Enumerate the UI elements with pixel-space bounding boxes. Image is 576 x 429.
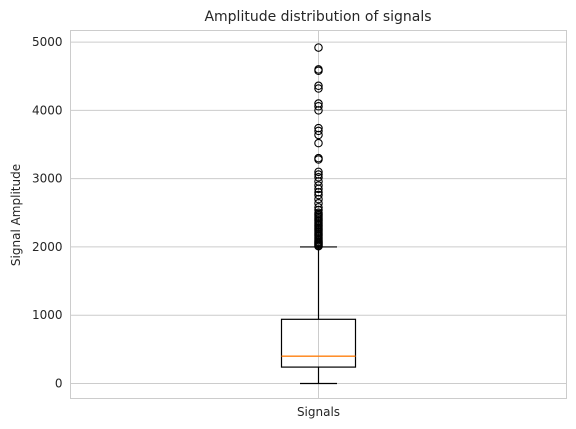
- y-tick-label: 2000: [32, 240, 63, 254]
- outlier-point: [314, 205, 323, 215]
- outlier-point: [314, 208, 323, 218]
- outlier-point: [314, 167, 323, 177]
- y-tick-label: 4000: [32, 103, 63, 117]
- outlier-point: [314, 190, 323, 200]
- x-tick-label: Signals: [297, 405, 340, 419]
- outlier-point: [314, 177, 323, 186]
- plot-frame: [70, 30, 567, 399]
- outlier-point: [314, 170, 323, 179]
- y-axis-label: Signal Amplitude: [9, 164, 23, 266]
- y-tick-label: 1000: [32, 308, 63, 322]
- outlier-point: [314, 126, 323, 136]
- outlier-point: [314, 99, 323, 108]
- y-axis: 0 1000 2000 3000 4000 5000: [32, 35, 63, 390]
- outlier-point: [314, 188, 323, 197]
- x-axis: Signals: [297, 405, 340, 419]
- outlier-point: [314, 106, 323, 115]
- outlier-point: [314, 81, 323, 91]
- outlier-point: [314, 102, 323, 111]
- outlier-point: [314, 130, 323, 140]
- outliers: [314, 43, 323, 251]
- outlier-point: [314, 123, 323, 133]
- outlier-point: [314, 194, 323, 204]
- y-tick-label: 0: [55, 376, 63, 390]
- outlier-point: [314, 153, 323, 163]
- outlier-point: [314, 173, 323, 182]
- outlier-point: [314, 84, 323, 93]
- outlier-point: [314, 65, 323, 74]
- outlier-point: [314, 43, 323, 52]
- y-tick-label: 5000: [32, 35, 63, 49]
- outlier-point: [314, 181, 323, 190]
- box: [280, 246, 357, 385]
- chart-title: Amplitude distribution of signals: [204, 9, 431, 25]
- y-tick-label: 3000: [32, 172, 63, 186]
- outlier-point: [314, 138, 323, 148]
- outlier-point: [314, 198, 323, 208]
- outlier-point: [314, 203, 323, 212]
- iqr-box: [280, 318, 357, 368]
